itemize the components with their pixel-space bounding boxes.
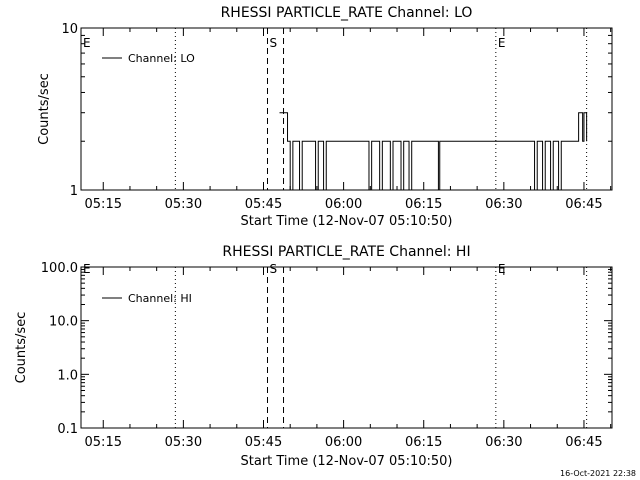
x-tick-label: 06:30: [485, 435, 522, 450]
hi-channel-panel: RHESSI PARTICLE_RATE Channel: HI 0.1 1.0 10…: [14, 244, 613, 469]
x-tick-label: 06:15: [405, 435, 442, 450]
y-axis-label: Counts/sec: [14, 312, 29, 384]
x-tick-label: 05:45: [245, 197, 282, 212]
x-axis-label: Start Time (12-Nov-07 05:10:50): [241, 454, 453, 469]
x-tick-label: 05:45: [245, 435, 282, 450]
x-tick-label: 05:30: [165, 435, 202, 450]
x-tick-label: 06:15: [405, 197, 442, 212]
x-tick-label: 05:30: [165, 197, 202, 212]
x-tick-label: 06:30: [485, 197, 522, 212]
chart-title: RHESSI PARTICLE_RATE Channel: LO: [221, 5, 473, 21]
generation-timestamp: 16-Oct-2021 22:38: [560, 469, 636, 478]
y-tick-label: 10: [61, 22, 78, 37]
x-axis-label: Start Time (12-Nov-07 05:10:50): [241, 214, 453, 229]
event-marker-label: E: [498, 262, 506, 276]
event-marker-label: E: [83, 262, 91, 276]
y-tick-label: 0.1: [57, 422, 78, 437]
y-tick-label: 10.0: [49, 315, 78, 330]
y-tick-label: 1.0: [57, 368, 78, 383]
event-marker-label: E: [498, 36, 506, 50]
x-tick-label: 06:45: [565, 197, 602, 212]
plot-frame: [80, 266, 613, 429]
event-marker-label: E: [83, 36, 91, 50]
legend-label: Channel: HI: [128, 292, 192, 305]
y-tick-label: 1: [70, 184, 78, 199]
x-tick-label: 06:00: [325, 435, 362, 450]
event-marker-label: S: [269, 36, 277, 50]
y-axis-label: Counts/sec: [37, 73, 52, 145]
plot-frame: [80, 27, 613, 191]
data-series-line: [279, 112, 588, 191]
y-tick-label: 100.0: [41, 261, 78, 276]
lo-channel-panel: RHESSI PARTICLE_RATE Channel: LO 1 10 05:15…: [37, 5, 613, 229]
legend-label: Channel: LO: [128, 52, 195, 65]
x-tick-label: 05:15: [85, 435, 122, 450]
event-marker-label: S: [269, 262, 277, 276]
x-tick-label: 06:45: [565, 435, 602, 450]
chart-title: RHESSI PARTICLE_RATE Channel: HI: [222, 244, 470, 260]
x-tick-label: 06:00: [325, 197, 362, 212]
x-tick-label: 05:15: [85, 197, 122, 212]
